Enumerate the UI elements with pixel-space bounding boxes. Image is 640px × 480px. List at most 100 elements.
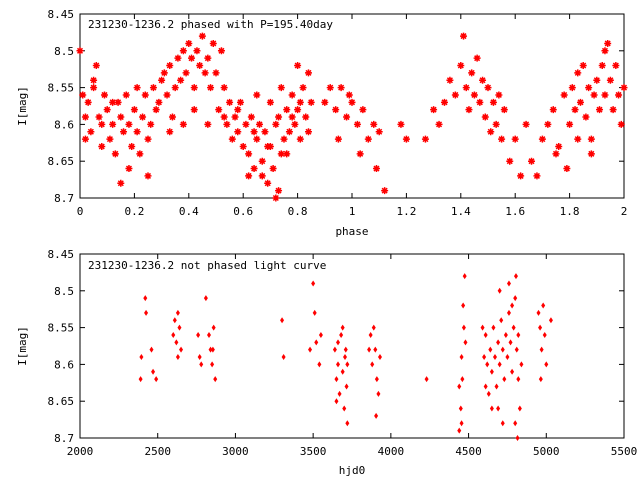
x-tick-label: 2000 [67,445,94,458]
data-point [217,47,225,55]
data-point [446,76,454,84]
data-point [177,324,182,331]
data-point [536,309,541,316]
data-point [175,354,180,361]
data-point [256,120,264,128]
data-point [209,39,217,47]
data-point [462,273,467,280]
x-tick-label: 1.8 [560,205,580,218]
data-point [541,302,546,309]
data-point [208,346,213,353]
data-point [368,331,373,338]
data-point [220,84,228,92]
data-point [281,354,286,361]
data-point [234,106,242,114]
data-point [500,106,508,114]
data-point [344,383,349,390]
data-point [582,113,590,121]
data-point [95,113,103,121]
data-point [149,84,157,92]
y-tick-label: 8.7 [54,192,74,205]
data-point [307,98,315,106]
data-point [374,412,379,419]
data-point [370,361,375,368]
data-point [136,150,144,158]
data-point [92,62,100,70]
data-point [318,331,323,338]
plot-frame [79,13,625,199]
data-point [242,120,250,128]
data-point [596,106,604,114]
data-point [158,76,166,84]
data-point [139,354,144,361]
data-point [109,120,117,128]
data-point [250,128,258,136]
data-point [459,420,464,427]
data-point [174,54,182,62]
data-point [435,120,443,128]
data-point [506,280,511,287]
data-point [337,390,342,397]
data-point [117,179,125,187]
data-point [285,128,293,136]
chart-title: 231230-1236.2 not phased light curve [88,259,326,272]
data-point [198,32,206,40]
data-point [130,106,138,114]
data-point [463,339,468,346]
data-point [266,98,274,106]
data-point [272,194,280,202]
data-point [182,69,190,77]
data-point [247,113,255,121]
data-point [332,106,340,114]
data-point [511,135,519,143]
data-point [294,62,302,70]
data-point [179,47,187,55]
data-point [513,295,518,302]
data-point [144,135,152,143]
x-tick-label: 1 [349,205,356,218]
data-point [353,120,361,128]
x-tick-label: 1.6 [505,205,525,218]
data-point [212,69,220,77]
data-point [604,39,612,47]
data-point [476,98,484,106]
data-point [590,91,598,99]
data-point [197,354,202,361]
data-point [519,361,524,368]
data-point [371,324,376,331]
y-tick-label: 8.55 [48,82,75,95]
y-tick-label: 8.45 [48,8,75,21]
data-point [174,339,179,346]
data-point [245,150,253,158]
data-point [375,128,383,136]
data-point [166,62,174,70]
data-point [84,98,92,106]
data-point [424,376,429,383]
data-point [103,106,111,114]
data-point [343,346,348,353]
data-point [185,39,193,47]
data-point [497,287,502,294]
data-point [79,91,87,99]
data-point [367,346,372,353]
data-point [196,331,201,338]
data-point [201,69,209,77]
data-point [482,354,487,361]
x-axis-ticks: 0 0.2 0.4 0.6 0.8 1 1.2 1.4 1.6 1.8 2 [77,14,627,218]
data-point [486,390,491,397]
data-point [348,98,356,106]
data-point [269,165,277,173]
data-point [457,383,462,390]
data-point [76,47,84,55]
data-point [133,84,141,92]
data-point [114,98,122,106]
data-point [470,91,478,99]
data-point [211,324,216,331]
data-point [606,76,614,84]
y-tick-label: 8.5 [54,285,74,298]
data-point [299,84,307,92]
data-point [430,106,438,114]
data-point [179,120,187,128]
x-tick-label: 0 [77,205,84,218]
